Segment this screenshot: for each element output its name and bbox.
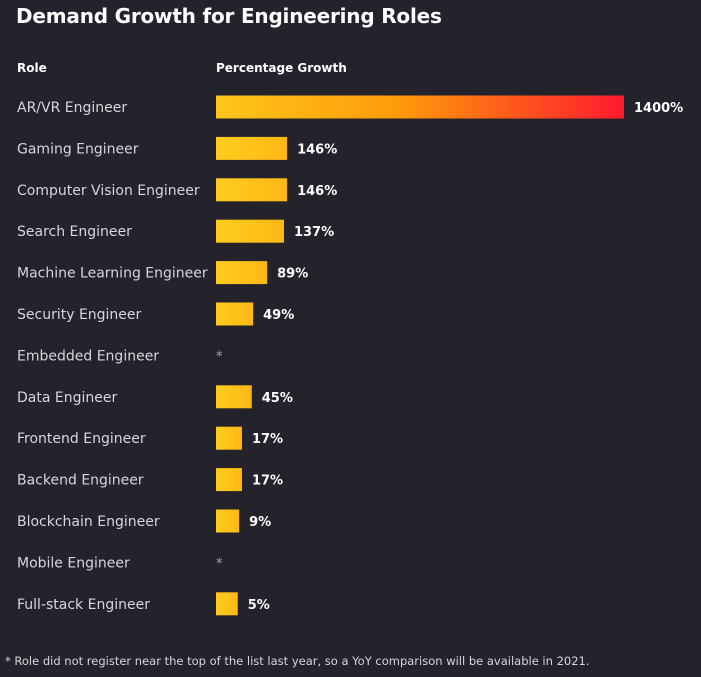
bar [216,592,238,616]
bar [216,509,240,533]
value-label: 49% [263,308,294,323]
growth-column-header: Percentage Growth [216,61,347,75]
role-label: Search Engineer [17,224,132,240]
value-label: 5% [248,598,270,613]
no-data-asterisk: * [216,349,223,364]
bar [216,385,252,409]
role-label: Backend Engineer [17,473,144,489]
footnote: * Role did not register near the top of … [5,654,590,668]
role-label: Mobile Engineer [17,555,130,571]
value-label: 137% [294,225,334,240]
value-label: 45% [262,391,293,406]
value-label: 1400% [634,101,683,116]
bar [216,136,288,160]
role-label: Security Engineer [17,307,142,323]
role-label: Full-stack Engineer [17,597,150,613]
role-label: Data Engineer [17,390,117,406]
bar [216,302,254,326]
bar [216,95,624,119]
bar [216,426,242,450]
role-label: Embedded Engineer [17,348,159,364]
role-label: Computer Vision Engineer [17,183,200,199]
value-label: 17% [252,474,283,489]
role-label: Frontend Engineer [17,431,146,447]
bar [216,178,288,202]
value-label: 146% [297,142,337,157]
role-label: Blockchain Engineer [17,514,160,530]
value-label: 9% [249,515,271,530]
no-data-asterisk: * [216,556,223,571]
role-label: Machine Learning Engineer [17,266,208,282]
bar [216,219,284,243]
role-label: Gaming Engineer [17,141,139,157]
bar [216,468,242,492]
role-label: AR/VR Engineer [17,100,127,116]
value-label: 89% [277,267,308,282]
chart-title: Demand Growth for Engineering Roles [16,4,442,28]
value-label: 17% [252,432,283,447]
value-label: 146% [297,184,337,199]
bar [216,261,268,285]
role-column-header: Role [17,61,47,75]
